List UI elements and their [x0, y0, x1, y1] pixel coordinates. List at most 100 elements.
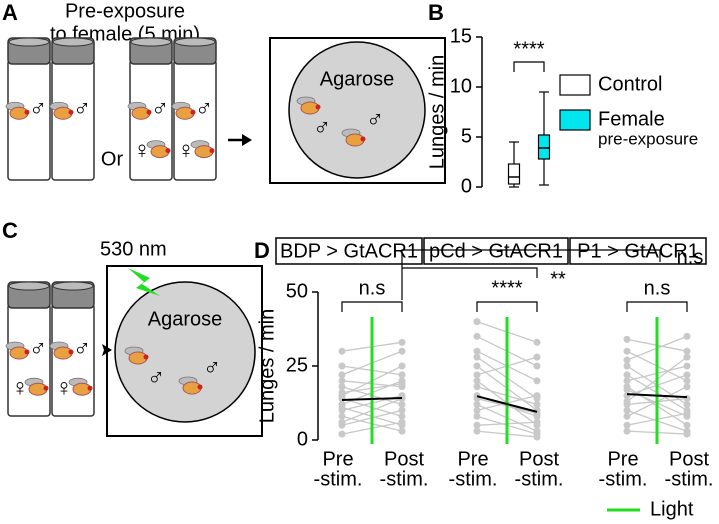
x-tick-label: Post [384, 448, 424, 470]
sig-label: **** [491, 277, 522, 299]
fly-point [473, 332, 481, 340]
fly-point [338, 403, 346, 411]
fly-point [623, 406, 631, 414]
fly-point [473, 347, 481, 355]
legend-label: Light [650, 498, 694, 520]
fly-point [683, 383, 691, 391]
fly-point [338, 430, 346, 438]
fly-eye [315, 104, 321, 110]
sig-bracket [476, 301, 538, 312]
sig-bracket [341, 301, 403, 312]
fly-point [398, 406, 406, 414]
fly-point [533, 400, 541, 408]
fly-point [623, 335, 631, 343]
arena-box [106, 265, 263, 437]
legend-label: Female [598, 108, 665, 130]
fly-eye [190, 109, 196, 115]
fly-point [623, 427, 631, 435]
fly-point [473, 412, 481, 420]
x-tick-label: -stim. [515, 468, 564, 490]
fly-point [398, 362, 406, 370]
fly-point [473, 377, 481, 385]
fly-point [683, 347, 691, 355]
mean-line [626, 393, 688, 399]
sig-bracket [513, 61, 545, 72]
fly-point [338, 347, 346, 355]
sex-symbol: ♀ [177, 137, 195, 164]
sex-symbol: ♀ [55, 375, 73, 402]
fly-point [338, 383, 346, 391]
fly-point [338, 418, 346, 426]
fly-point [683, 421, 691, 429]
sex-symbol: ♂ [73, 334, 91, 361]
fly-point [338, 389, 346, 397]
vial-cap-top [52, 281, 94, 291]
x-tick-label: Post [669, 448, 709, 470]
panel-label: B [428, 0, 444, 25]
fly-point [533, 377, 541, 385]
fly-point [338, 362, 346, 370]
mean-line [476, 395, 538, 413]
subplot-title: BDP > GtACR1 [280, 240, 418, 262]
sex-symbol: ♂ [366, 105, 384, 132]
vial-cap-top [52, 37, 94, 47]
sex-symbol: ♀ [133, 137, 151, 164]
x-tick-label: -stim. [314, 468, 363, 490]
fly-point [338, 377, 346, 385]
fly-eye [43, 385, 49, 391]
subplot-title: P1 > GtACR1 [577, 240, 699, 262]
sig-label: n.s [677, 246, 704, 268]
fly-point [533, 418, 541, 426]
sex-symbol: ♂ [147, 363, 165, 390]
arena [288, 41, 426, 179]
x-tick-label: -stim. [380, 468, 429, 490]
fly-point [398, 421, 406, 429]
title-box [423, 237, 569, 265]
legend-swatch [559, 74, 591, 96]
fly-point [398, 380, 406, 388]
fly-point [473, 383, 481, 391]
fly-point [398, 412, 406, 420]
y-tick-label: 10 [450, 75, 472, 97]
sex-symbol: ♂ [313, 113, 331, 140]
fly-eye [87, 385, 93, 391]
fly-point [683, 430, 691, 438]
fly-point [473, 427, 481, 435]
x-tick-label: -stim. [449, 468, 498, 490]
x-tick-label: Pre [322, 448, 353, 470]
sex-symbol: ♂ [203, 353, 221, 380]
sex-symbol: ♂ [195, 94, 213, 121]
panel-label: A [2, 0, 18, 25]
sig-label: n.s [644, 277, 671, 299]
fly-point [398, 371, 406, 379]
y-tick-label: 0 [297, 428, 308, 450]
fly-eye [209, 148, 215, 154]
mean-line [341, 396, 403, 402]
fly-point [398, 400, 406, 408]
fly-point [623, 421, 631, 429]
wavelength-label: 530 nm [100, 238, 167, 260]
panel-title: Pre-exposure [65, 0, 185, 22]
panel-label: C [2, 218, 18, 243]
fly-point [683, 412, 691, 420]
subplot-title: pCd > GtACR1 [429, 240, 563, 262]
sex-symbol: ♂ [29, 94, 47, 121]
box [507, 163, 521, 185]
fly-point [533, 433, 541, 441]
fly-point [338, 412, 346, 420]
fly-eye [24, 109, 30, 115]
fly-eye [146, 109, 152, 115]
fly-point [473, 318, 481, 326]
sig-label: **** [513, 38, 544, 60]
x-tick-label: -stim. [599, 468, 648, 490]
fly-point [473, 421, 481, 429]
title-box [275, 237, 423, 265]
fly-point [623, 347, 631, 355]
box [537, 134, 551, 160]
fly-point [533, 353, 541, 361]
vial-cap-top [174, 37, 216, 47]
fly-point [623, 377, 631, 385]
fly-eye [68, 109, 74, 115]
sex-symbol: ♂ [29, 334, 47, 361]
